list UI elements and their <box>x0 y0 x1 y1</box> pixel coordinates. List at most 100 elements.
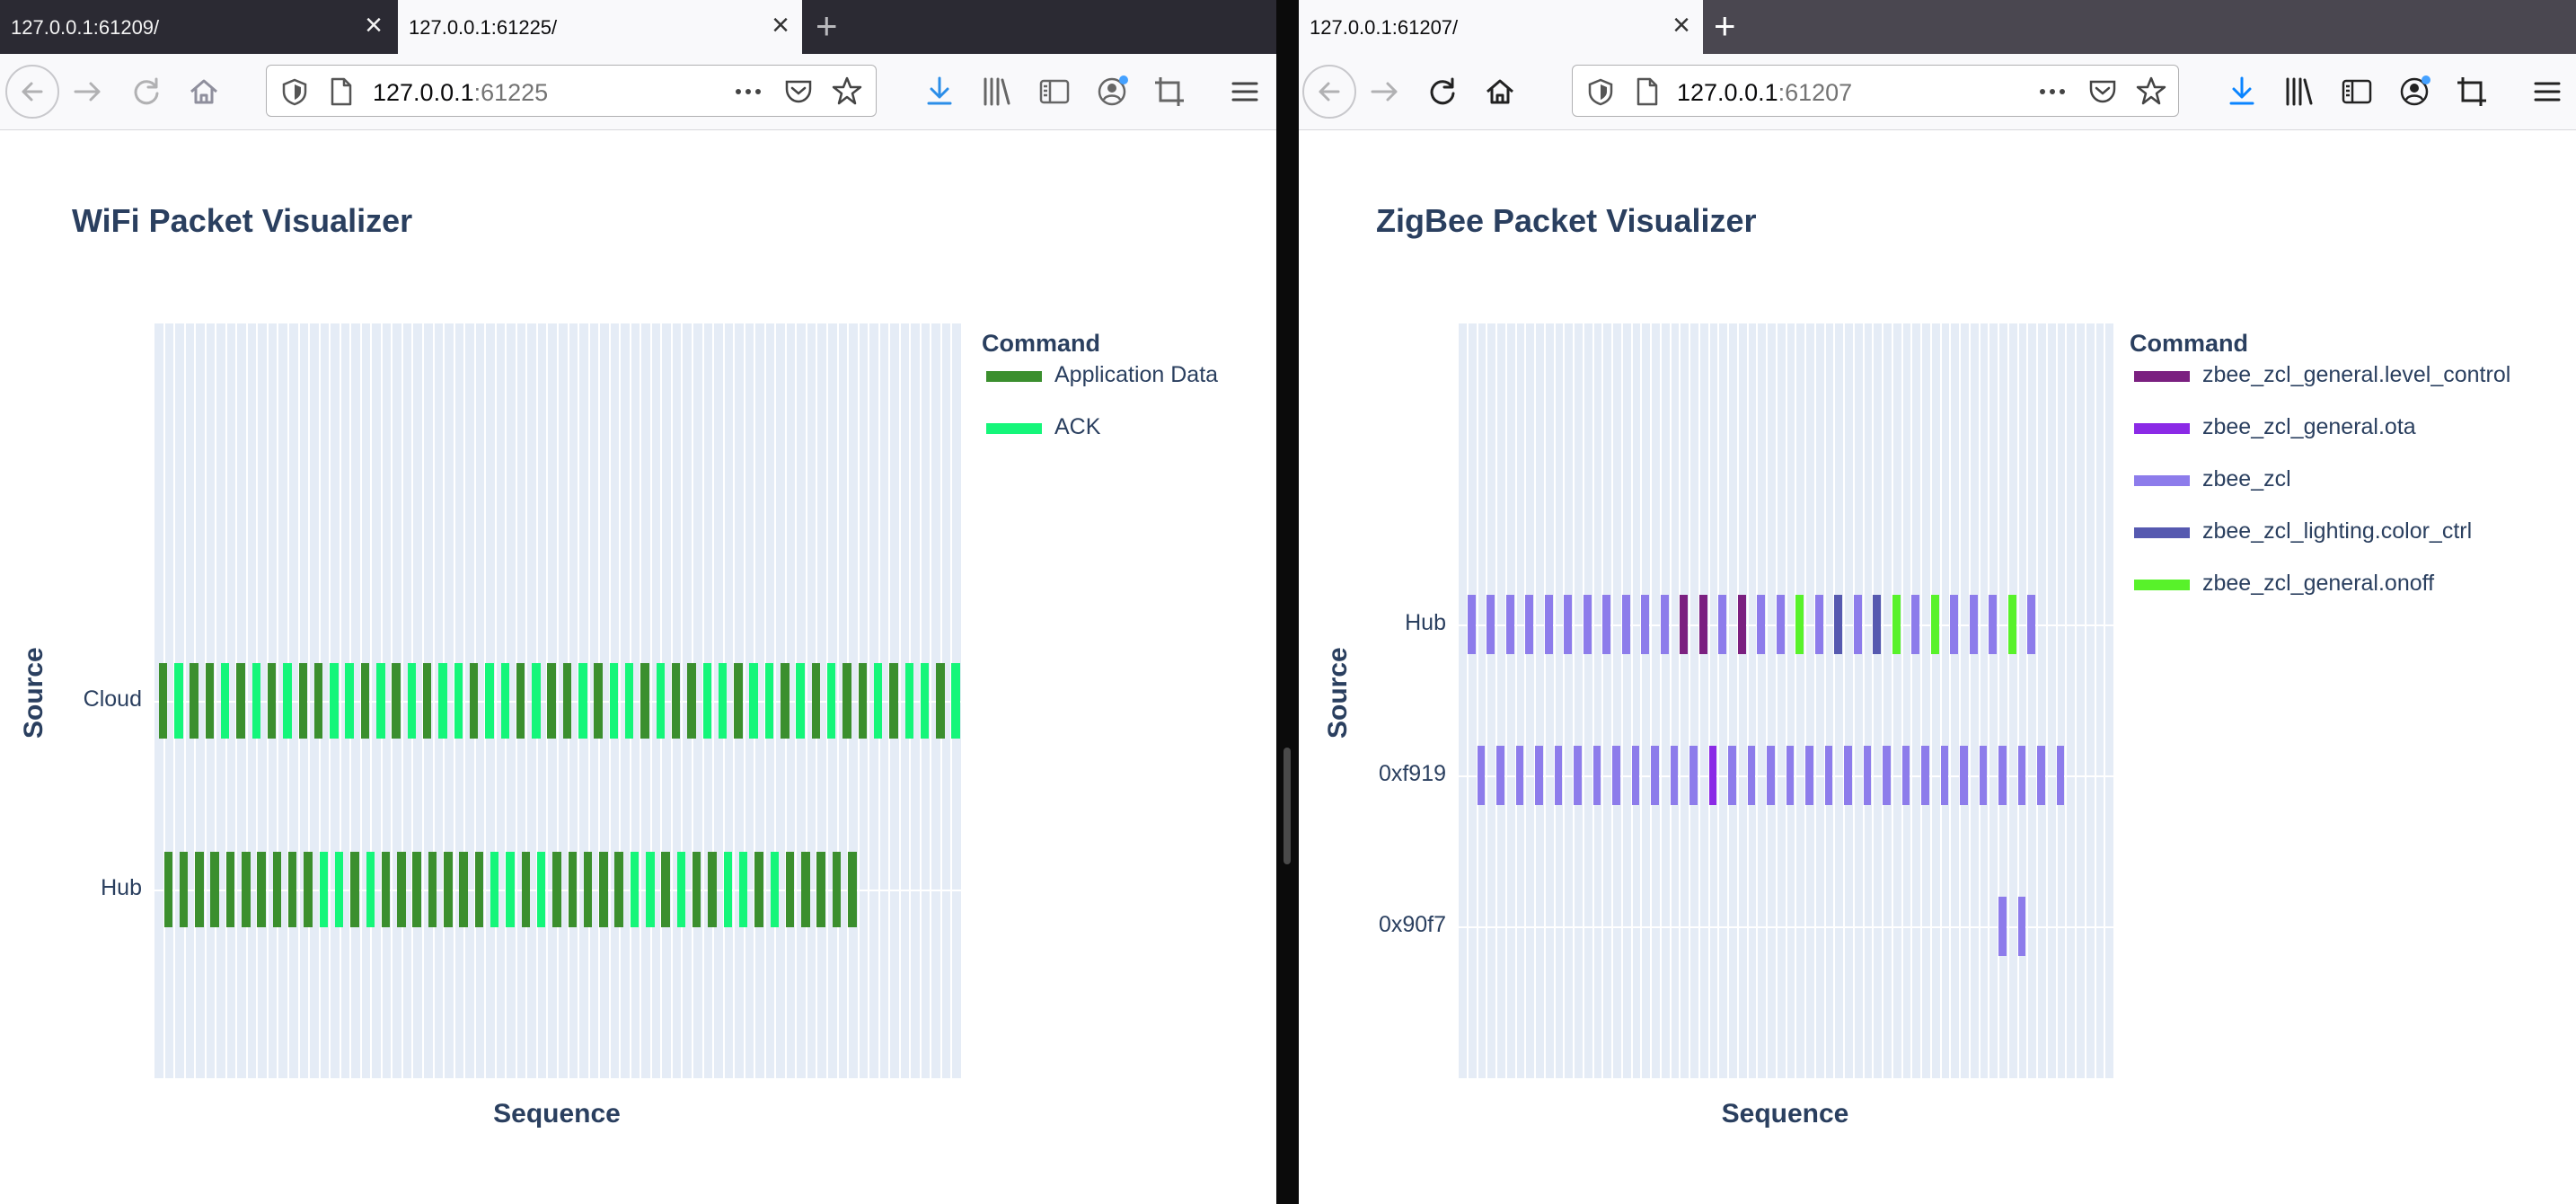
forward-button[interactable] <box>70 74 106 110</box>
packet-bar[interactable] <box>536 852 546 927</box>
back-button[interactable] <box>1302 65 1356 119</box>
packet-bar[interactable] <box>656 663 666 739</box>
packet-bar[interactable] <box>842 663 851 739</box>
close-icon[interactable]: × <box>772 8 790 42</box>
packet-bar[interactable] <box>190 663 198 739</box>
packet-bar[interactable] <box>366 852 375 927</box>
packet-bar[interactable] <box>889 663 898 739</box>
packet-bar[interactable] <box>330 663 339 739</box>
packet-bar[interactable] <box>1670 746 1679 805</box>
packet-bar[interactable] <box>1708 746 1717 805</box>
packet-bar[interactable] <box>1795 595 1804 654</box>
downloads-icon[interactable] <box>2224 74 2260 110</box>
packet-bar[interactable] <box>174 663 183 739</box>
close-icon[interactable]: × <box>1672 8 1690 42</box>
reload-button[interactable] <box>1425 74 1460 110</box>
packet-bar[interactable] <box>625 663 634 739</box>
bookmark-star-icon[interactable] <box>2135 75 2167 107</box>
legend-swatch[interactable] <box>2134 423 2190 434</box>
packet-bar[interactable] <box>723 852 733 927</box>
packet-bar[interactable] <box>583 852 593 927</box>
packet-bar[interactable] <box>454 663 463 739</box>
packet-bar[interactable] <box>1641 595 1650 654</box>
forward-button[interactable] <box>1367 74 1403 110</box>
packet-bar[interactable] <box>444 852 453 927</box>
packet-bar[interactable] <box>1737 595 1746 654</box>
packet-bar[interactable] <box>568 852 577 927</box>
packet-bar[interactable] <box>2027 595 2036 654</box>
sidebar-icon[interactable] <box>1037 74 1072 110</box>
packet-bar[interactable] <box>1496 746 1504 805</box>
packet-bar[interactable] <box>1544 595 1553 654</box>
packet-bar[interactable] <box>1505 595 1514 654</box>
packet-bar[interactable] <box>158 663 168 739</box>
packet-bar[interactable] <box>360 663 370 739</box>
packet-bar[interactable] <box>236 663 245 739</box>
legend-label[interactable]: zbee_zcl_general.onoff <box>2202 571 2435 596</box>
legend-label[interactable]: Application Data <box>1054 362 1219 387</box>
packet-bar[interactable] <box>490 852 499 927</box>
packet-bar[interactable] <box>661 852 670 927</box>
legend-label[interactable]: zbee_zcl <box>2202 466 2291 491</box>
packet-bar[interactable] <box>801 852 810 927</box>
packet-bar[interactable] <box>1814 595 1823 654</box>
packet-bar[interactable] <box>298 663 307 739</box>
packet-bar[interactable] <box>1767 746 1775 805</box>
packet-bar[interactable] <box>1883 746 1891 805</box>
packet-bar[interactable] <box>225 852 235 927</box>
packet-bar[interactable] <box>873 663 883 739</box>
packet-bar[interactable] <box>397 852 406 927</box>
packet-bar[interactable] <box>376 663 385 739</box>
url-text[interactable]: 127.0.0.1:61225 <box>373 79 548 107</box>
packet-bar[interactable] <box>734 663 743 739</box>
new-tab-icon[interactable]: + <box>816 4 838 47</box>
packet-bar[interactable] <box>1911 595 1920 654</box>
menu-icon[interactable] <box>2529 74 2565 110</box>
packet-bar[interactable] <box>640 663 649 739</box>
pocket-icon[interactable] <box>782 75 815 107</box>
packet-bar[interactable] <box>381 852 391 927</box>
packet-bar[interactable] <box>547 663 556 739</box>
packet-bar[interactable] <box>1989 595 1998 654</box>
packet-bar[interactable] <box>1592 746 1601 805</box>
packet-bar[interactable] <box>438 663 447 739</box>
url-bar[interactable]: 127.0.0.1:61225 <box>266 65 877 117</box>
packet-bar[interactable] <box>552 852 561 927</box>
packet-bar[interactable] <box>179 852 189 927</box>
divider-handle[interactable] <box>1284 748 1291 864</box>
screenshot-icon[interactable] <box>2454 74 2490 110</box>
packet-bar[interactable] <box>920 663 930 739</box>
packet-bar[interactable] <box>718 663 728 739</box>
packet-bar[interactable] <box>500 663 509 739</box>
packet-bar[interactable] <box>1631 746 1640 805</box>
packet-bar[interactable] <box>412 852 421 927</box>
library-icon[interactable] <box>979 74 1015 110</box>
packet-bar[interactable] <box>754 852 763 927</box>
library-icon[interactable] <box>2281 74 2317 110</box>
packet-bar[interactable] <box>205 663 215 739</box>
packet-bar[interactable] <box>1728 746 1736 805</box>
packet-bar[interactable] <box>2037 746 2045 805</box>
packet-bar[interactable] <box>485 663 494 739</box>
packet-bar[interactable] <box>251 663 261 739</box>
packet-bar[interactable] <box>304 852 313 927</box>
packet-bar[interactable] <box>1776 595 1785 654</box>
packet-bar[interactable] <box>1930 595 1939 654</box>
packet-bar[interactable] <box>1950 595 1959 654</box>
packet-bar[interactable] <box>1651 746 1659 805</box>
sidebar-icon[interactable] <box>2339 74 2375 110</box>
packet-bar[interactable] <box>687 663 696 739</box>
packet-bar[interactable] <box>210 852 219 927</box>
packet-bar[interactable] <box>562 663 572 739</box>
packet-bar[interactable] <box>630 852 640 927</box>
reload-button[interactable] <box>128 74 164 110</box>
packet-bar[interactable] <box>459 852 468 927</box>
packet-bar[interactable] <box>848 852 857 927</box>
packet-bar[interactable] <box>163 852 172 927</box>
packet-bar[interactable] <box>345 663 354 739</box>
packet-bar[interactable] <box>1477 746 1486 805</box>
legend-swatch[interactable] <box>2134 475 2190 486</box>
packet-bar[interactable] <box>1979 746 1988 805</box>
packet-bar[interactable] <box>257 852 266 927</box>
packet-bar[interactable] <box>506 852 515 927</box>
